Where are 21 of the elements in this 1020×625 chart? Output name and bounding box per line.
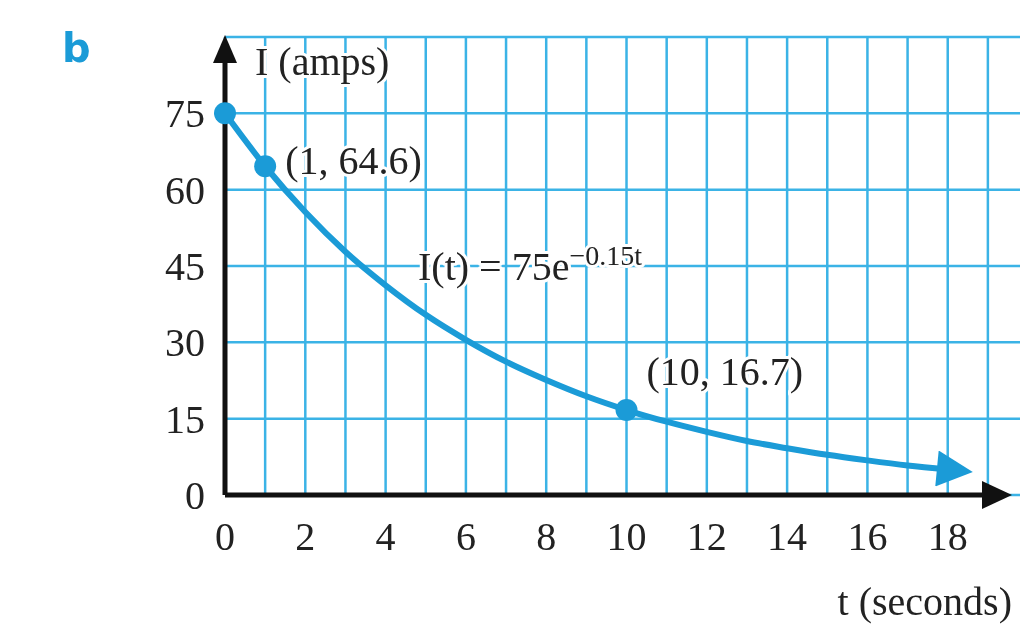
x-tick-label: 12 xyxy=(686,514,727,559)
y-tick-label: 30 xyxy=(165,320,205,366)
x-tick-label: 6 xyxy=(455,514,476,559)
y-tick-label: 75 xyxy=(165,91,205,137)
x-tick-label: 18 xyxy=(927,514,968,559)
y-tick-label: 0 xyxy=(185,473,205,518)
y-tick-label: 15 xyxy=(165,396,205,442)
x-tick-label: 4 xyxy=(375,514,396,559)
x-tick-label: 14 xyxy=(767,514,808,559)
x-tick-label: 8 xyxy=(536,514,557,559)
x-tick-label: 10 xyxy=(606,514,647,559)
point xyxy=(615,399,638,422)
x-tick-label: 16 xyxy=(847,514,888,559)
x-tick-label: 0 xyxy=(215,514,235,559)
text: b xyxy=(62,25,91,71)
point xyxy=(214,102,236,125)
x-tick-label: 2 xyxy=(295,514,316,559)
x-axis-title: t (seconds) xyxy=(837,579,1012,624)
point xyxy=(254,155,277,178)
y-tick-label: 45 xyxy=(165,244,205,289)
y-tick-label: 60 xyxy=(165,167,205,213)
